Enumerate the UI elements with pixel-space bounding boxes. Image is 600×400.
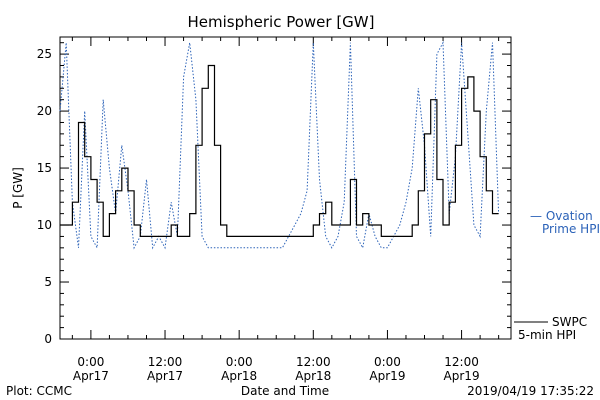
- x-axis-label: Date and Time: [241, 384, 329, 398]
- x-tick-label-date: Apr18: [221, 369, 257, 383]
- chart-title: Hemispheric Power [GW]: [188, 13, 375, 31]
- x-tick-label-date: Apr17: [147, 369, 183, 383]
- x-tick-label-time: 12:00: [148, 355, 183, 369]
- series-line-swpc: [60, 64, 499, 237]
- series-layer: [59, 40, 500, 250]
- y-tick-label: 25: [37, 47, 52, 61]
- x-tick-label-date: Apr19: [444, 369, 480, 383]
- y-tick-label: 20: [37, 104, 52, 118]
- plot-timestamp: 2019/04/19 17:35:22: [467, 384, 594, 398]
- x-tick-label-time: 0:00: [77, 355, 104, 369]
- plot-credit: Plot: CCMC: [6, 384, 72, 398]
- x-tick-label-time: 0:00: [226, 355, 253, 369]
- legend-ovation-line1: — Ovation: [530, 209, 593, 223]
- y-tick-label: 5: [44, 275, 52, 289]
- x-tick-label-date: Apr18: [295, 369, 331, 383]
- y-tick-label: 15: [37, 161, 52, 175]
- legend-swpc-line2: 5-min HPI: [518, 328, 576, 342]
- legend: — Ovation Prime HPI SWPC 5-min HPI: [514, 209, 600, 342]
- y-tick-label: 0: [44, 332, 52, 346]
- x-axis: 0:00Apr1712:00Apr170:00Apr1812:00Apr180:…: [71, 37, 500, 383]
- legend-swpc-line1: SWPC: [552, 315, 587, 329]
- series-line-ovation: [59, 40, 500, 250]
- y-axis: 0 5 10 15 20 25: [37, 42, 511, 346]
- legend-ovation-line2: Prime HPI: [542, 222, 600, 236]
- plot-frame: [59, 36, 512, 340]
- x-tick-label-date: Apr17: [73, 369, 109, 383]
- x-tick-label-time: 12:00: [444, 355, 479, 369]
- y-tick-label: 10: [37, 218, 52, 232]
- y-axis-label: P [GW]: [11, 167, 25, 209]
- x-tick-label-time: 0:00: [374, 355, 401, 369]
- x-tick-label-time: 12:00: [296, 355, 331, 369]
- x-tick-label-date: Apr19: [369, 369, 405, 383]
